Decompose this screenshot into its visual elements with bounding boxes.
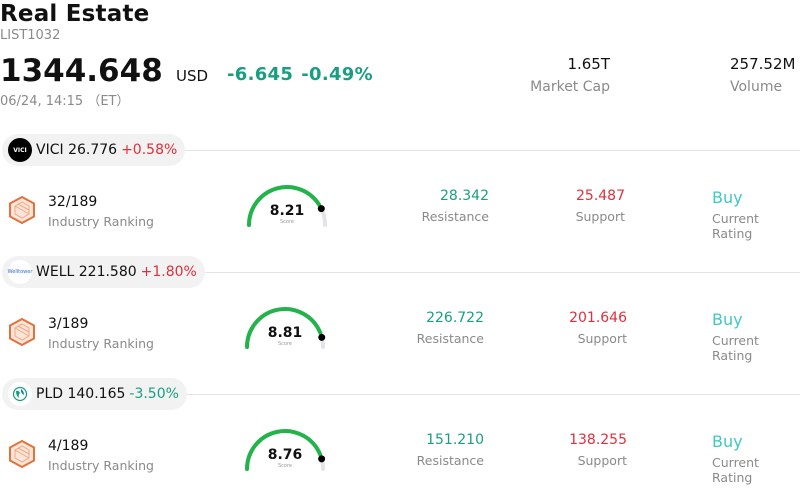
change-percent: -0.49% bbox=[301, 64, 373, 85]
current-rating: Buy Current Rating bbox=[712, 310, 800, 363]
score-label: Score bbox=[278, 341, 292, 347]
globe-icon bbox=[12, 386, 28, 402]
market-cap-value: 1.65T bbox=[567, 55, 610, 73]
support: 201.646 Support bbox=[569, 310, 627, 346]
ranking-icon bbox=[9, 318, 35, 346]
rating-value[interactable]: Buy bbox=[712, 188, 743, 207]
stock-price: 26.776 bbox=[68, 142, 118, 158]
resistance-value: 226.722 bbox=[426, 310, 484, 326]
stock-change-percent: +0.58% bbox=[121, 142, 178, 158]
resistance-value: 28.342 bbox=[440, 188, 489, 204]
industry-rank-label: Industry Ranking bbox=[48, 458, 154, 473]
vici-logo: VICI bbox=[8, 138, 32, 162]
resistance-value: 151.210 bbox=[426, 432, 484, 448]
support: 138.255 Support bbox=[569, 432, 627, 468]
change-value: -6.645 bbox=[227, 64, 294, 85]
currency-label: USD bbox=[176, 67, 209, 85]
stock-symbol: PLD bbox=[36, 386, 64, 402]
support-value: 25.487 bbox=[576, 188, 625, 204]
index-code: LIST1032 bbox=[0, 28, 61, 43]
rating-label: Current Rating bbox=[712, 333, 759, 363]
volume-stat: 257.52M Volume bbox=[730, 54, 795, 95]
price-change: -6.645 -0.49% bbox=[227, 64, 373, 85]
welltower-logo: Welltower bbox=[8, 260, 32, 284]
volume-label: Volume bbox=[730, 79, 783, 95]
stock-change-percent: -3.50% bbox=[129, 386, 179, 402]
prologis-logo bbox=[8, 382, 32, 406]
welltower-logo-text: Welltower bbox=[7, 269, 33, 275]
support-label: Support bbox=[577, 453, 627, 468]
rating-label: Current Rating bbox=[712, 211, 759, 241]
current-rating: Buy Current Rating bbox=[712, 188, 800, 241]
market-cap-stat: 1.65T Market Cap bbox=[530, 54, 610, 95]
support-value: 201.646 bbox=[569, 310, 627, 326]
page-title: Real Estate bbox=[0, 1, 150, 27]
rating-value[interactable]: Buy bbox=[712, 310, 743, 329]
rating-value[interactable]: Buy bbox=[712, 432, 743, 451]
industry-rank-label: Industry Ranking bbox=[48, 336, 154, 351]
rating-label: Current Rating bbox=[712, 455, 759, 485]
score-value: 8.76 bbox=[268, 447, 303, 463]
stock-price: 221.580 bbox=[78, 264, 137, 280]
stock-chip-pld[interactable]: PLD 140.165 -3.50% bbox=[2, 378, 187, 410]
stock-detail-pld: 4/189 Industry Ranking 8.76 Score 151.21… bbox=[0, 429, 800, 485]
score-gauge: 8.76 Score bbox=[245, 429, 326, 471]
divider bbox=[170, 272, 800, 273]
stock-header-pld: PLD 140.165 -3.50% bbox=[0, 378, 800, 410]
score-value: 8.21 bbox=[270, 203, 305, 219]
score-value: 8.81 bbox=[268, 325, 303, 341]
score-label: Score bbox=[280, 219, 294, 225]
support-label: Support bbox=[577, 331, 627, 346]
score-gauge: 8.81 Score bbox=[245, 307, 326, 349]
stock-symbol: VICI bbox=[36, 142, 64, 158]
divider bbox=[170, 394, 800, 395]
volume-value: 257.52M bbox=[730, 55, 796, 73]
industry-rank-value: 32/189 bbox=[48, 194, 98, 210]
support-label: Support bbox=[575, 209, 625, 224]
industry-rank-value: 4/189 bbox=[48, 438, 89, 454]
resistance-label: Resistance bbox=[416, 453, 484, 468]
stock-header-vici: VICI VICI 26.776 +0.58% bbox=[0, 134, 800, 166]
ranking-icon bbox=[9, 440, 35, 468]
resistance: 226.722 Resistance bbox=[417, 310, 484, 346]
stock-chip-vici[interactable]: VICI VICI 26.776 +0.58% bbox=[2, 134, 186, 166]
support-value: 138.255 bbox=[569, 432, 627, 448]
industry-rank-value: 3/189 bbox=[48, 316, 89, 332]
stock-detail-vici: 32/189 Industry Ranking 8.21 Score 28.34… bbox=[0, 185, 800, 241]
divider bbox=[170, 150, 800, 151]
resistance-label: Resistance bbox=[416, 331, 484, 346]
timestamp: 06/24, 14:15 （ET） bbox=[0, 94, 130, 109]
index-price: 1344.648 bbox=[0, 53, 163, 89]
industry-rank-label: Industry Ranking bbox=[48, 214, 154, 229]
stock-symbol: WELL bbox=[36, 264, 75, 280]
stock-detail-well: 3/189 Industry Ranking 8.81 Score 226.72… bbox=[0, 307, 800, 363]
market-cap-label: Market Cap bbox=[530, 79, 610, 95]
score-gauge: 8.21 Score bbox=[247, 185, 327, 227]
stock-header-well: Welltower WELL 221.580 +1.80% bbox=[0, 256, 800, 288]
stock-price: 140.165 bbox=[67, 386, 126, 402]
support: 25.487 Support bbox=[576, 188, 625, 224]
stock-chip-well[interactable]: Welltower WELL 221.580 +1.80% bbox=[2, 256, 205, 288]
stock-change-percent: +1.80% bbox=[140, 264, 197, 280]
resistance: 151.210 Resistance bbox=[417, 432, 484, 468]
resistance-label: Resistance bbox=[421, 209, 489, 224]
resistance: 28.342 Resistance bbox=[422, 188, 489, 224]
score-label: Score bbox=[278, 463, 292, 469]
ranking-icon bbox=[9, 196, 35, 224]
current-rating: Buy Current Rating bbox=[712, 432, 800, 485]
